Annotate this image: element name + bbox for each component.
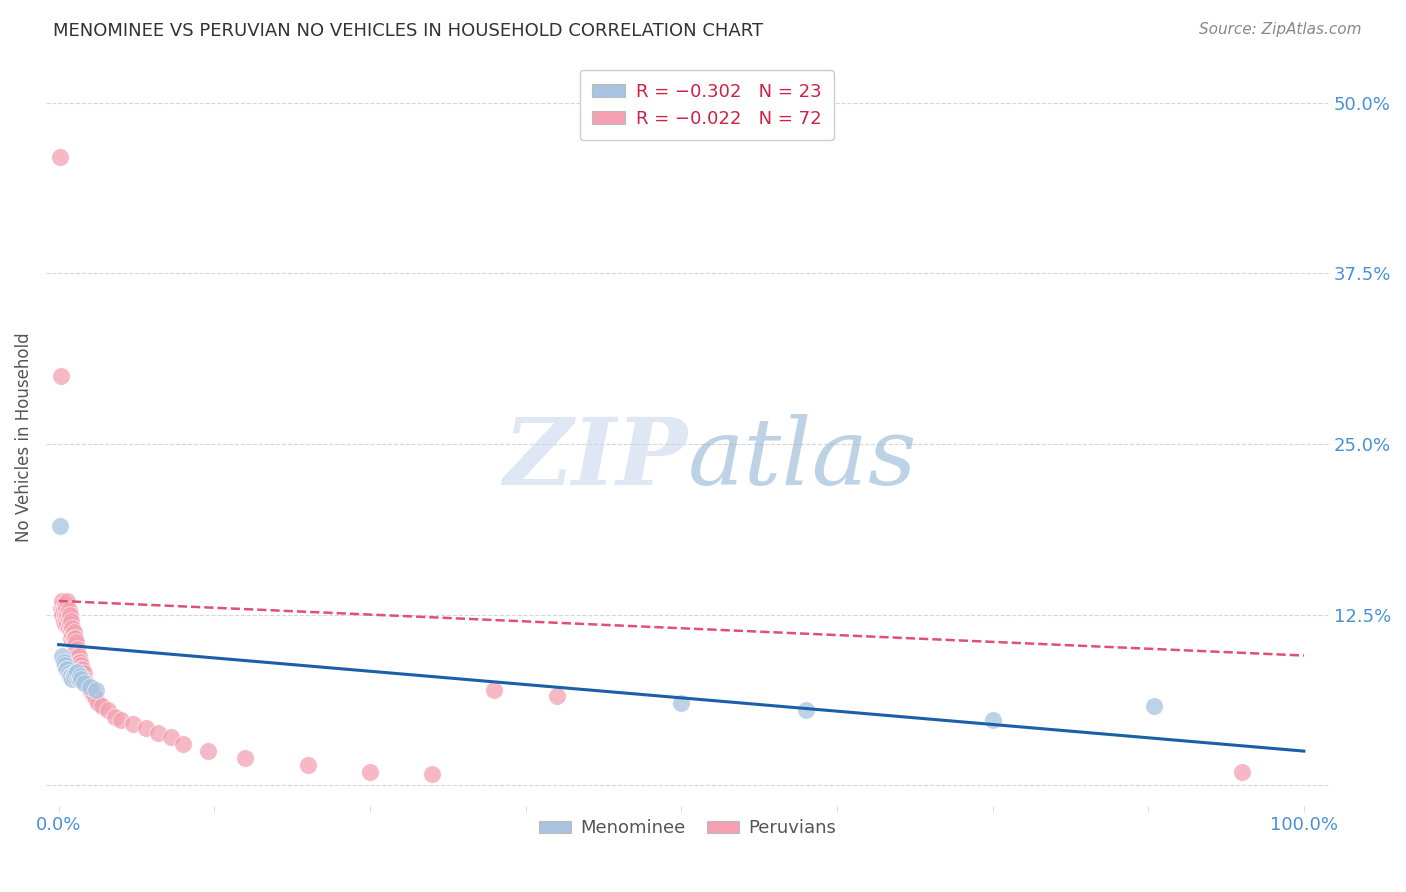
Point [59, 617, 82, 632]
Point [67, 648, 90, 663]
Point [51, 648, 73, 663]
Point [359, 764, 381, 779]
Point [84, 692, 107, 706]
Y-axis label: No Vehicles in Household: No Vehicles in Household [15, 333, 32, 542]
Point [67, 656, 90, 670]
Point [72, 672, 94, 686]
Point [66, 641, 89, 656]
Point [49, 519, 72, 533]
Point [60, 628, 83, 642]
Point [104, 710, 127, 724]
Point [58, 621, 80, 635]
Point [58, 603, 80, 617]
Point [60, 672, 83, 686]
Point [79, 682, 101, 697]
Point [52, 603, 75, 617]
Point [794, 703, 817, 717]
Point [235, 751, 257, 765]
Point [55, 612, 77, 626]
Point [49, 150, 72, 164]
Point [52, 656, 75, 670]
Point [63, 666, 86, 681]
Point [297, 757, 319, 772]
Point [62, 625, 84, 640]
Point [197, 744, 219, 758]
Point [70, 662, 93, 676]
Point [60, 624, 83, 638]
Point [56, 662, 79, 676]
Point [1230, 764, 1253, 779]
Text: ZIP: ZIP [503, 414, 688, 504]
Point [49, 600, 72, 615]
Point [53, 607, 76, 622]
Point [91, 699, 114, 714]
Point [60, 631, 83, 645]
Point [72, 666, 94, 681]
Point [75, 676, 97, 690]
Text: Source: ZipAtlas.com: Source: ZipAtlas.com [1198, 22, 1361, 37]
Point [65, 635, 87, 649]
Point [159, 731, 181, 745]
Point [70, 658, 93, 673]
Point [67, 672, 90, 686]
Point [82, 685, 104, 699]
Point [60, 615, 83, 629]
Point [53, 597, 76, 611]
Point [69, 656, 91, 670]
Point [60, 669, 83, 683]
Point [59, 669, 82, 683]
Point [63, 638, 86, 652]
Point [122, 716, 145, 731]
Point [84, 682, 107, 697]
Point [87, 696, 110, 710]
Point [56, 617, 79, 632]
Point [135, 721, 157, 735]
Point [62, 669, 84, 683]
Point [52, 615, 75, 629]
Point [58, 612, 80, 626]
Point [58, 666, 80, 681]
Point [79, 680, 101, 694]
Text: atlas: atlas [688, 414, 917, 504]
Point [83, 690, 105, 704]
Point [72, 676, 94, 690]
Point [51, 603, 73, 617]
Point [56, 607, 79, 622]
Point [420, 767, 443, 781]
Point [62, 631, 84, 645]
Point [56, 594, 79, 608]
Point [60, 621, 83, 635]
Point [1143, 699, 1166, 714]
Point [484, 682, 506, 697]
Point [981, 713, 1004, 727]
Point [546, 690, 568, 704]
Point [671, 696, 693, 710]
Point [148, 726, 170, 740]
Text: MENOMINEE VS PERUVIAN NO VEHICLES IN HOUSEHOLD CORRELATION CHART: MENOMINEE VS PERUVIAN NO VEHICLES IN HOU… [53, 22, 763, 40]
Legend: Menominee, Peruvians: Menominee, Peruvians [531, 812, 844, 845]
Point [70, 672, 93, 686]
Point [66, 648, 89, 663]
Point [55, 600, 77, 615]
Point [53, 617, 76, 632]
Point [53, 658, 76, 673]
Point [63, 631, 86, 645]
Point [97, 703, 120, 717]
Point [69, 669, 91, 683]
Point [110, 713, 132, 727]
Point [51, 594, 73, 608]
Point [52, 600, 75, 615]
Point [51, 607, 73, 622]
Point [49, 368, 72, 383]
Point [172, 737, 194, 751]
Point [66, 665, 89, 679]
Point [77, 680, 100, 694]
Point [59, 607, 82, 622]
Point [55, 662, 77, 676]
Point [72, 662, 94, 676]
